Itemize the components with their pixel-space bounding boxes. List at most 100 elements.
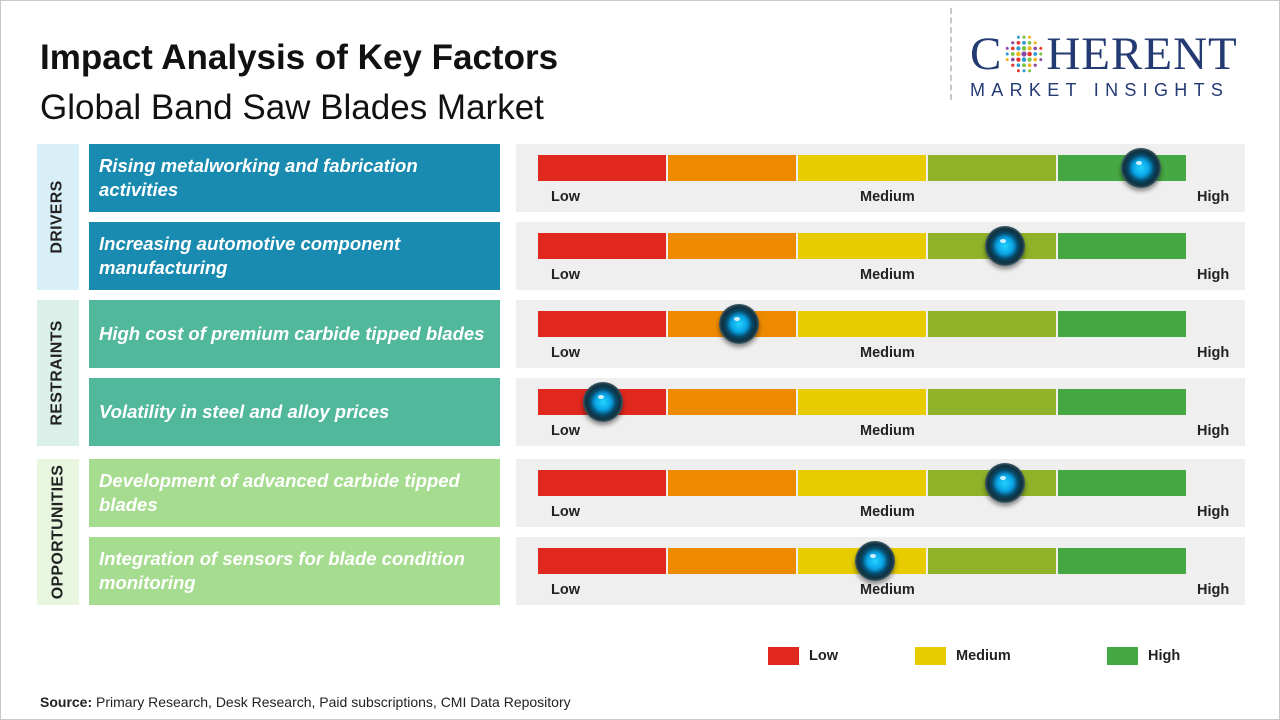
meter-segment (538, 470, 666, 496)
meter-high-label: High (1197, 189, 1230, 205)
logo-dot (1016, 51, 1022, 57)
logo-dot (1016, 46, 1021, 51)
legend-label: Medium (956, 648, 1011, 664)
meter-high-label: High (1197, 504, 1230, 520)
meter-segment (1058, 548, 1186, 574)
category-label: DRIVERS (49, 180, 67, 254)
source-note: Source: Primary Research, Desk Research,… (40, 694, 571, 710)
meter-low-label: Low (551, 345, 580, 361)
logo-word-left: C (970, 28, 1003, 80)
category-band-drivers: DRIVERS (37, 144, 79, 290)
logo-dot (1006, 46, 1010, 50)
logo-tagline: MARKET INSIGHTS (970, 80, 1230, 100)
meter-segment (1058, 389, 1186, 415)
logo-dot (1022, 46, 1027, 51)
meter-segment (1058, 233, 1186, 259)
logo-dot (1011, 46, 1015, 51)
legend-item: Medium (915, 647, 1011, 665)
logo-dot (1039, 58, 1043, 62)
logo-dot (1022, 57, 1027, 62)
meter-segment (1058, 470, 1186, 496)
meter-high-label: High (1197, 267, 1230, 283)
logo-word-right: HERENT (1046, 28, 1238, 80)
logo-dot (1016, 40, 1021, 45)
meter-segment (538, 311, 666, 337)
logo-dot (1022, 40, 1027, 45)
logo-dot (1028, 63, 1032, 68)
impact-marker (984, 226, 1025, 266)
logo-dot (1027, 57, 1033, 62)
impact-marker (854, 541, 895, 581)
impact-marker (1120, 148, 1161, 188)
legend-swatch (768, 647, 799, 665)
factor-label: High cost of premium carbide tipped blad… (89, 300, 500, 368)
category-band-restraints: RESTRAINTS (37, 300, 79, 446)
impact-meter: Low Medium High (516, 459, 1245, 527)
source-label: Source: (40, 694, 93, 710)
logo-dot (1016, 63, 1021, 68)
logo-dot (1028, 40, 1032, 45)
meter-segment (538, 548, 666, 574)
meter-segment (668, 155, 796, 181)
logo-dot (1011, 63, 1015, 67)
logo-dot (1022, 35, 1026, 39)
logo-dot (1033, 57, 1038, 62)
logo-dot (1022, 63, 1027, 68)
meter-low-label: Low (551, 504, 580, 520)
legend-swatch (915, 647, 946, 665)
meter-high-label: High (1197, 582, 1230, 598)
logo-dot (1028, 69, 1032, 73)
logo-dot (1011, 41, 1015, 45)
meter-segment (928, 548, 1056, 574)
logo-dot (1011, 57, 1015, 62)
meter-segment (668, 470, 796, 496)
meter-segment (798, 470, 926, 496)
logo-dot (1006, 52, 1010, 56)
impact-meter: Low Medium High (516, 300, 1245, 368)
meter-segment (538, 233, 666, 259)
meter-medium-label: Medium (860, 189, 915, 205)
meter-segment (538, 155, 666, 181)
meter-low-label: Low (551, 189, 580, 205)
meter-segment (928, 389, 1056, 415)
meter-segment (798, 389, 926, 415)
logo-dot (1033, 41, 1038, 45)
company-logo: C HERENT MARKET INSIGHTS (970, 30, 1262, 100)
logo-dot (1033, 46, 1038, 51)
impact-meter: Low Medium High (516, 222, 1245, 290)
meter-segment (798, 233, 926, 259)
legend-label: High (1148, 648, 1181, 664)
logo-dot (1021, 51, 1027, 57)
meter-segment (928, 311, 1056, 337)
logo-divider (950, 8, 952, 100)
logo-dot (1017, 35, 1021, 39)
logo-dot (1033, 63, 1038, 67)
category-band-opportunities: OPPORTUNITIES (37, 459, 79, 605)
meter-segment (798, 155, 926, 181)
meter-low-label: Low (551, 423, 580, 439)
page-subtitle: Global Band Saw Blades Market (40, 88, 544, 127)
page-title: Impact Analysis of Key Factors (40, 38, 559, 77)
factor-label: Integration of sensors for blade conditi… (89, 537, 500, 605)
meter-low-label: Low (551, 267, 580, 283)
meter-low-label: Low (551, 582, 580, 598)
factor-label: Development of advanced carbide tipped b… (89, 459, 500, 527)
meter-segment (668, 233, 796, 259)
meter-segment (1058, 311, 1186, 337)
meter-segment (798, 311, 926, 337)
logo-dot (1039, 52, 1043, 56)
logo-dot (1016, 57, 1021, 62)
factor-label: Volatility in steel and alloy prices (89, 378, 500, 446)
legend-item: Low (768, 647, 838, 665)
logo-globe-icon (1006, 35, 1043, 73)
meter-medium-label: Medium (860, 345, 915, 361)
logo-dot (1039, 46, 1043, 50)
meter-medium-label: Medium (860, 423, 915, 439)
legend-swatch (1107, 647, 1138, 665)
impact-marker (984, 463, 1025, 503)
factor-label: Rising metalworking and fabrication acti… (89, 144, 500, 212)
logo-dot (1027, 46, 1033, 51)
impact-marker (718, 304, 759, 344)
logo-dot (1027, 51, 1033, 57)
logo-dot (1033, 52, 1038, 56)
